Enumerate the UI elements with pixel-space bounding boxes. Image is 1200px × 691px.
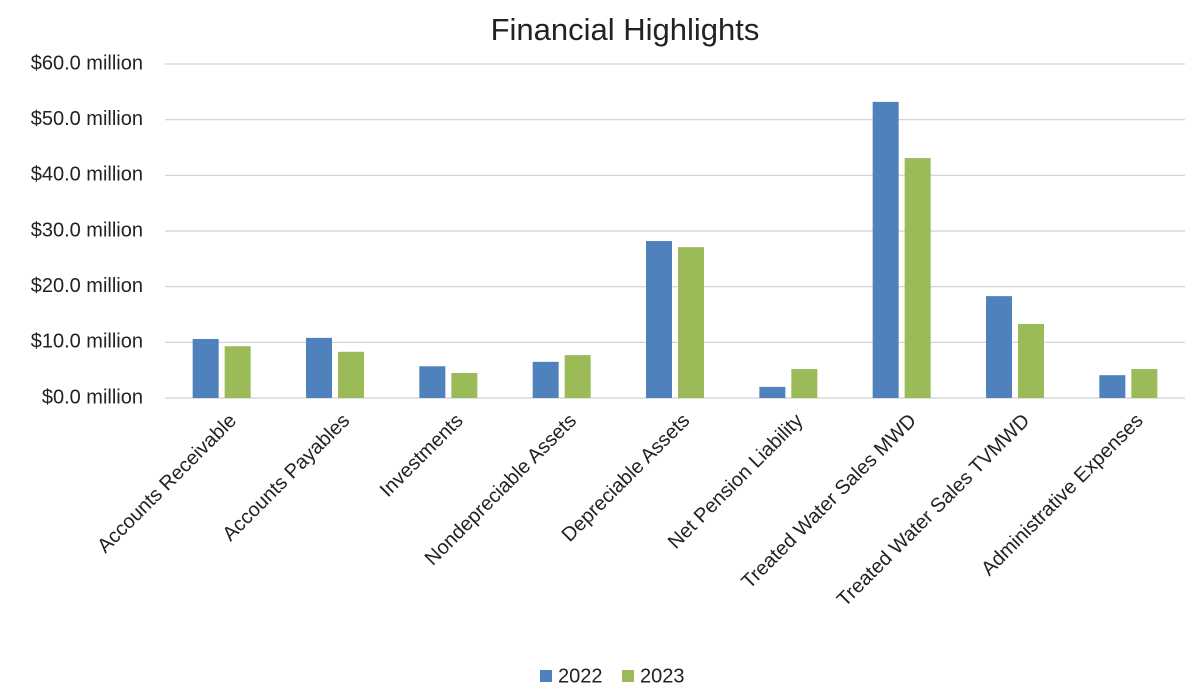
bar	[678, 247, 704, 398]
bar	[419, 366, 446, 398]
x-tick-label: Investments	[376, 410, 468, 502]
x-tick-label: Accounts Payables	[218, 410, 354, 546]
legend-label: 2022	[558, 665, 603, 686]
y-tick-label: $50.0 million	[31, 108, 143, 130]
chart-title: Financial Highlights	[491, 12, 760, 47]
bar	[532, 361, 559, 398]
bar	[192, 338, 219, 398]
legend-swatch	[622, 670, 634, 682]
bar	[338, 351, 364, 398]
y-tick-label: $10.0 million	[31, 331, 143, 353]
bar	[986, 296, 1012, 398]
bar	[759, 386, 786, 398]
legend-swatch	[540, 670, 552, 682]
bar	[1018, 323, 1044, 398]
x-tick-label: Treated Water Sales TVMWD	[833, 410, 1034, 611]
x-tick-label: Depreciable Assets	[558, 410, 695, 547]
y-tick-label: $30.0 million	[31, 219, 143, 241]
legend-label: 2023	[640, 665, 685, 686]
y-tick-label: $60.0 million	[31, 52, 143, 74]
x-tick-label: Accounts Receivable	[93, 410, 241, 558]
bar	[791, 369, 818, 398]
bar	[646, 241, 672, 398]
y-tick-label: $0.0 million	[42, 386, 143, 408]
bar	[1099, 375, 1126, 398]
bar	[872, 101, 899, 398]
y-tick-label: $20.0 million	[31, 275, 143, 297]
bar	[1131, 369, 1158, 398]
bar	[451, 372, 478, 398]
y-tick-label: $40.0 million	[31, 164, 143, 186]
bar	[306, 337, 332, 398]
bar	[224, 346, 251, 398]
bar	[904, 158, 931, 398]
bar	[564, 355, 591, 398]
